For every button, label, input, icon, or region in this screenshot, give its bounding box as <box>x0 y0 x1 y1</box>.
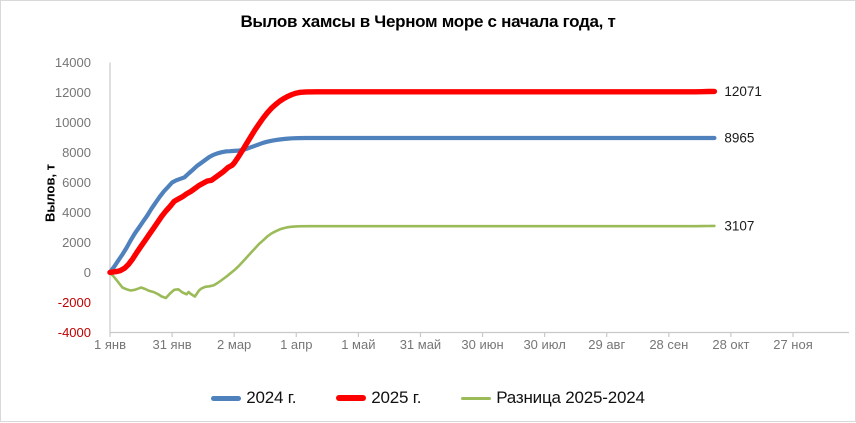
legend-line-swatch-diff <box>461 396 492 400</box>
end-value-label-2025: 12071 <box>724 84 762 99</box>
legend-line-swatch-2025 <box>336 395 367 401</box>
y-tick-label: 14000 <box>55 55 91 70</box>
legend-label-diff: Разница 2025-2024 <box>496 388 645 407</box>
legend-line-swatch-2024 <box>211 395 242 401</box>
x-tick-label: 28 сен <box>649 337 688 352</box>
y-tick-label: -2000 <box>58 295 91 310</box>
legend-item-2025[interactable]: 2025 г. <box>336 388 421 408</box>
y-tick-label: 6000 <box>62 175 91 190</box>
axis-lines <box>109 62 849 334</box>
chart-title: Вылов хамсы в Черном море с начала года,… <box>240 12 616 31</box>
x-tick-label: 1 янв <box>94 337 126 352</box>
y-tick-label: 12000 <box>55 85 91 100</box>
x-tick-label: 30 июл <box>523 337 565 352</box>
y-tick-label: -4000 <box>58 325 91 340</box>
end-value-label-2024: 8965 <box>724 131 754 146</box>
x-tick-label: 2 мар <box>217 337 251 352</box>
y-tick-label: 10000 <box>55 115 91 130</box>
series-line-2024 <box>107 135 717 275</box>
x-tick-label: 1 май <box>341 337 375 352</box>
x-tick-label: 27 ноя <box>773 337 813 352</box>
y-tick-label: 2000 <box>62 235 91 250</box>
y-tick-label: 0 <box>84 265 91 280</box>
series-line-2025 <box>107 88 718 276</box>
x-tick-label: 31 янв <box>152 337 191 352</box>
x-tick-label: 28 окт <box>712 337 749 352</box>
legend-item-diff[interactable]: Разница 2025-2024 <box>461 388 645 408</box>
end-value-label-diff: 3107 <box>724 218 754 233</box>
series-line-diff <box>108 224 716 300</box>
legend-label-2025: 2025 г. <box>371 388 422 407</box>
y-tick-label: 8000 <box>62 145 91 160</box>
legend: 2024 г. 2025 г. Разница 2025-2024 <box>1 388 855 408</box>
x-tick-label: 1 апр <box>280 337 312 352</box>
y-tick-label: 4000 <box>62 205 91 220</box>
x-tick-label: 30 июн <box>461 337 503 352</box>
x-tick-label: 31 май <box>400 337 442 352</box>
x-tick-label: 29 авг <box>588 337 625 352</box>
legend-label-2024: 2024 г. <box>246 388 297 407</box>
legend-item-2024[interactable]: 2024 г. <box>211 388 296 408</box>
